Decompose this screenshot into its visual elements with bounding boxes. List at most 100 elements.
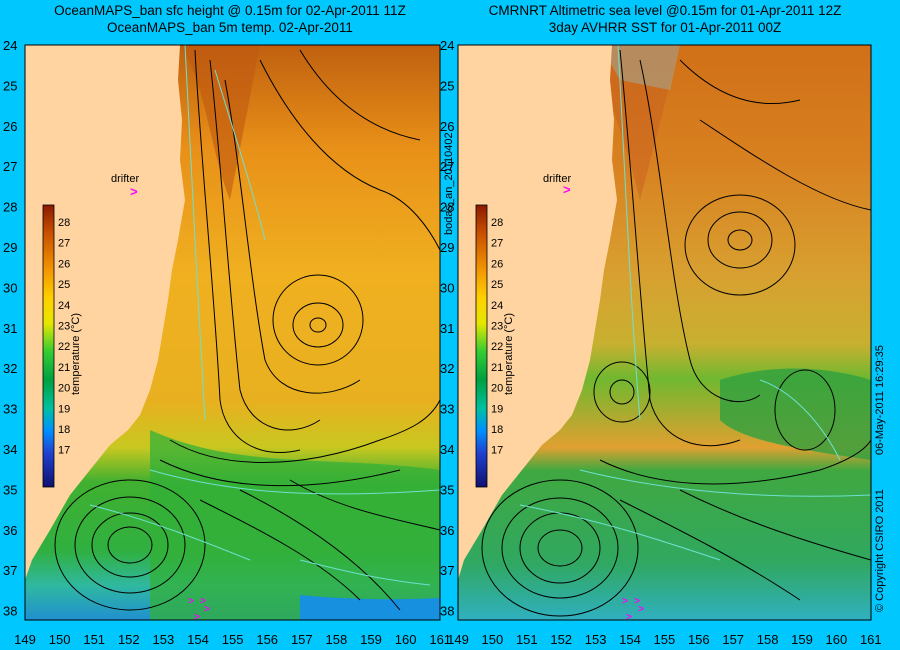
- left-map-field: [25, 45, 440, 620]
- svg-text:>: >: [622, 596, 628, 607]
- left-temp-contours: [89, 45, 440, 586]
- longitude-tick-label: 155: [654, 632, 676, 647]
- colorbar-tick-label: 23: [58, 321, 70, 333]
- longitude-tick-label: 161: [429, 632, 451, 647]
- latitude-tick-label: 35: [440, 482, 454, 497]
- latitude-tick-label: 25: [440, 78, 454, 93]
- latitude-tick-label: 34: [440, 442, 454, 457]
- right-latitude-axis: 24 25 26 27 28 29 30 31 32 33 34 35 36 37 38: [440, 38, 454, 619]
- left-colorbar-scale: [42, 204, 55, 488]
- latitude-tick-label: 33: [440, 402, 454, 417]
- longitude-tick-label: 156: [688, 632, 710, 647]
- colorbar-tick-label: 27: [491, 238, 503, 250]
- latitude-tick-label: 33: [3, 402, 17, 417]
- left-latitude-axis: 24 25 26 27 28 29 30 31 32 33 34 35 36 37 38: [3, 38, 17, 619]
- latitude-tick-label: 26: [3, 119, 17, 134]
- left-colorbar: 28 27 26 25 24 23 22 21 20 19 18 17: [42, 204, 70, 488]
- svg-text:>: >: [188, 596, 194, 607]
- left-map-panel: drifter > > >>>: [24, 44, 441, 623]
- right-title-line2: 3day AVHRR SST for 01-Apr-2011 00Z: [548, 20, 782, 35]
- latitude-tick-label: 37: [3, 563, 17, 578]
- left-warm-current: [180, 45, 260, 200]
- colorbar-tick-label: 26: [491, 258, 503, 270]
- left-drifter-track: > >>>: [188, 596, 210, 623]
- longitude-tick-label: 151: [516, 632, 538, 647]
- left-drifter-label: drifter: [111, 173, 139, 185]
- longitude-tick-label: 153: [153, 632, 175, 647]
- right-map-frame: [457, 44, 872, 621]
- left-cold-patch: [300, 595, 440, 620]
- latitude-tick-label: 28: [3, 200, 17, 215]
- colorbar-tick-label: 22: [58, 341, 70, 353]
- right-drifter-track: > >>>: [622, 596, 644, 623]
- latitude-tick-label: 29: [440, 240, 454, 255]
- colorbar-tick-label: 20: [491, 383, 503, 395]
- right-colorbar-ticks: 28 27 26 25 24 23 22 21 20 19 18 17: [491, 217, 503, 457]
- latitude-tick-label: 32: [3, 361, 17, 376]
- svg-text:>: >: [200, 596, 206, 607]
- colorbar-tick-label: 17: [491, 445, 503, 457]
- left-sea-level-contours: [54, 49, 440, 611]
- longitude-tick-label: 152: [118, 632, 140, 647]
- colorbar-tick-label: 27: [58, 238, 70, 250]
- latitude-tick-label: 27: [3, 159, 17, 174]
- svg-text:>: >: [634, 596, 640, 607]
- latitude-tick-label: 36: [3, 523, 17, 538]
- copyright-label: © Copyright CSIRO 2011: [874, 489, 886, 612]
- latitude-tick-label: 32: [440, 361, 454, 376]
- colorbar-tick-label: 22: [491, 341, 503, 353]
- colorbar-tick-label: 18: [491, 424, 503, 436]
- left-title-line2: OceanMAPS_ban 5m temp. 02-Apr-2011: [107, 20, 353, 35]
- right-longitude-axis: 149 150 151 152 153 154 155 156 157 158 159 160 161: [447, 632, 882, 647]
- latitude-tick-label: 34: [3, 442, 17, 457]
- latitude-tick-label: 35: [3, 482, 17, 497]
- latitude-tick-label: 24: [440, 38, 454, 53]
- colorbar-tick-label: 21: [491, 362, 503, 374]
- left-longitude-axis: 149 150 151 152 153 154 155 156 157 158 159 160 161: [14, 632, 451, 647]
- svg-text:>: >: [194, 612, 200, 623]
- right-panel-title: CMRNRT Altimetric sea level @0.15m for 0…: [445, 2, 885, 36]
- colorbar-tick-label: 21: [58, 362, 70, 374]
- latitude-tick-label: 26: [440, 119, 454, 134]
- latitude-tick-label: 31: [440, 321, 454, 336]
- colorbar-tick-label: 19: [58, 403, 70, 415]
- longitude-tick-label: 151: [83, 632, 105, 647]
- latitude-tick-label: 37: [440, 563, 454, 578]
- left-colorbar-ticks: 28 27 26 25 24 23 22 21 20 19 18 17: [58, 217, 70, 457]
- right-sea-level-contours: [481, 49, 871, 617]
- left-title-line1: OceanMAPS_ban sfc height @ 0.15m for 02-…: [54, 3, 406, 18]
- colorbar-tick-label: 20: [58, 383, 70, 395]
- colorbar-tick-label: 25: [491, 279, 503, 291]
- right-colorbar-label: temperature (°C): [503, 312, 515, 395]
- latitude-tick-label: 28: [440, 200, 454, 215]
- colorbar-tick-label: 24: [491, 300, 503, 312]
- longitude-tick-label: 161: [860, 632, 882, 647]
- right-temp-contours: [519, 45, 871, 561]
- left-colorbar-label: temperature (°C): [70, 312, 82, 395]
- right-green-eddy: [720, 368, 871, 460]
- colorbar-tick-label: 19: [491, 403, 503, 415]
- longitude-tick-label: 159: [791, 632, 813, 647]
- right-title-line1: CMRNRT Altimetric sea level @0.15m for 0…: [488, 3, 842, 18]
- right-side-timestamp: 06-May-2011 16:29:35: [874, 345, 886, 455]
- svg-text:>: >: [204, 604, 210, 615]
- latitude-tick-label: 25: [3, 78, 17, 93]
- right-land: [458, 45, 617, 580]
- longitude-tick-label: 160: [826, 632, 848, 647]
- latitude-tick-label: 31: [3, 321, 17, 336]
- longitude-tick-label: 154: [187, 632, 209, 647]
- longitude-tick-label: 160: [395, 632, 417, 647]
- latitude-tick-label: 29: [3, 240, 17, 255]
- right-drifter-marker: >: [563, 182, 571, 197]
- colorbar-tick-label: 28: [58, 217, 70, 229]
- colorbar-tick-label: 24: [58, 300, 70, 312]
- latitude-tick-label: 24: [3, 38, 17, 53]
- svg-text:>: >: [638, 604, 644, 615]
- colorbar-tick-label: 25: [58, 279, 70, 291]
- longitude-tick-label: 158: [757, 632, 779, 647]
- latitude-tick-label: 36: [440, 523, 454, 538]
- left-drifter-marker: >: [130, 184, 138, 199]
- colorbar-tick-label: 28: [491, 217, 503, 229]
- colorbar-tick-label: 23: [491, 321, 503, 333]
- right-colorbar: 28 27 26 25 24 23 22 21 20 19 18 17: [475, 204, 503, 488]
